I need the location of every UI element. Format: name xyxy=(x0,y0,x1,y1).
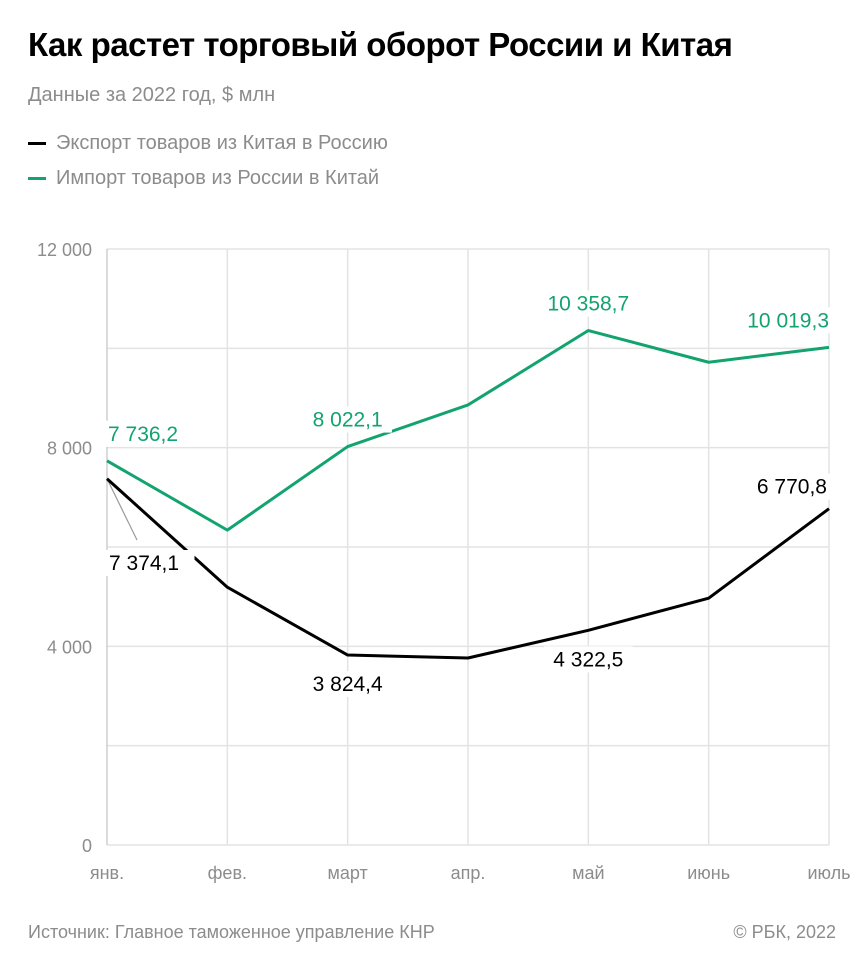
data-label: 6 770,8 xyxy=(757,476,827,499)
x-tick-label: май xyxy=(572,863,604,883)
data-label: 7 736,2 xyxy=(108,423,178,446)
y-tick-label: 12 000 xyxy=(37,240,92,260)
x-tick-label: янв. xyxy=(90,863,124,883)
data-label: 10 019,3 xyxy=(747,309,829,332)
data-label-bg xyxy=(544,646,633,673)
x-tick-label: фев. xyxy=(208,863,247,883)
chart-subtitle: Данные за 2022 год, $ млн xyxy=(28,84,276,106)
x-tick-label: март xyxy=(328,863,368,883)
data-label-bg xyxy=(105,420,194,447)
data-label-bg xyxy=(106,550,195,576)
legend-item-import: Импорт товаров из России в Китай xyxy=(28,167,379,190)
copyright: © РБК, 2022 xyxy=(733,922,836,942)
x-tick-label: июнь xyxy=(687,863,730,883)
legend-label-import: Импорт товаров из России в Китай xyxy=(56,167,380,189)
y-tick-label: 0 xyxy=(82,836,92,856)
x-tick-label: июль xyxy=(807,863,850,883)
x-tick-label: апр. xyxy=(451,863,486,883)
series-line-import xyxy=(106,329,830,532)
chart-title: Как растет торговый оборот России и Кита… xyxy=(28,26,733,63)
data-label: 10 358,7 xyxy=(547,293,629,316)
data-label: 4 322,5 xyxy=(553,648,623,671)
data-label-bg xyxy=(732,307,832,334)
data-label-bg xyxy=(303,406,392,433)
data-label: 3 824,4 xyxy=(313,673,383,696)
legend-swatch-import xyxy=(28,177,46,180)
source-note: Источник: Главное таможенное управление … xyxy=(28,922,435,942)
y-tick-label: 4 000 xyxy=(47,637,92,657)
y-tick-label: 8 000 xyxy=(47,439,92,459)
series-line-export xyxy=(105,477,830,660)
data-label: 7 374,1 xyxy=(109,552,179,575)
legend-swatch-export xyxy=(28,142,46,145)
label-leader-line xyxy=(107,480,138,541)
data-label-bg xyxy=(303,671,392,698)
legend-item-export: Экспорт товаров из Китая в Россию xyxy=(28,132,388,155)
data-label-bg xyxy=(538,290,639,317)
data-label-bg xyxy=(741,473,830,500)
legend-label-export: Экспорт товаров из Китая в Россию xyxy=(56,132,388,154)
data-label: 8 022,1 xyxy=(313,409,383,432)
